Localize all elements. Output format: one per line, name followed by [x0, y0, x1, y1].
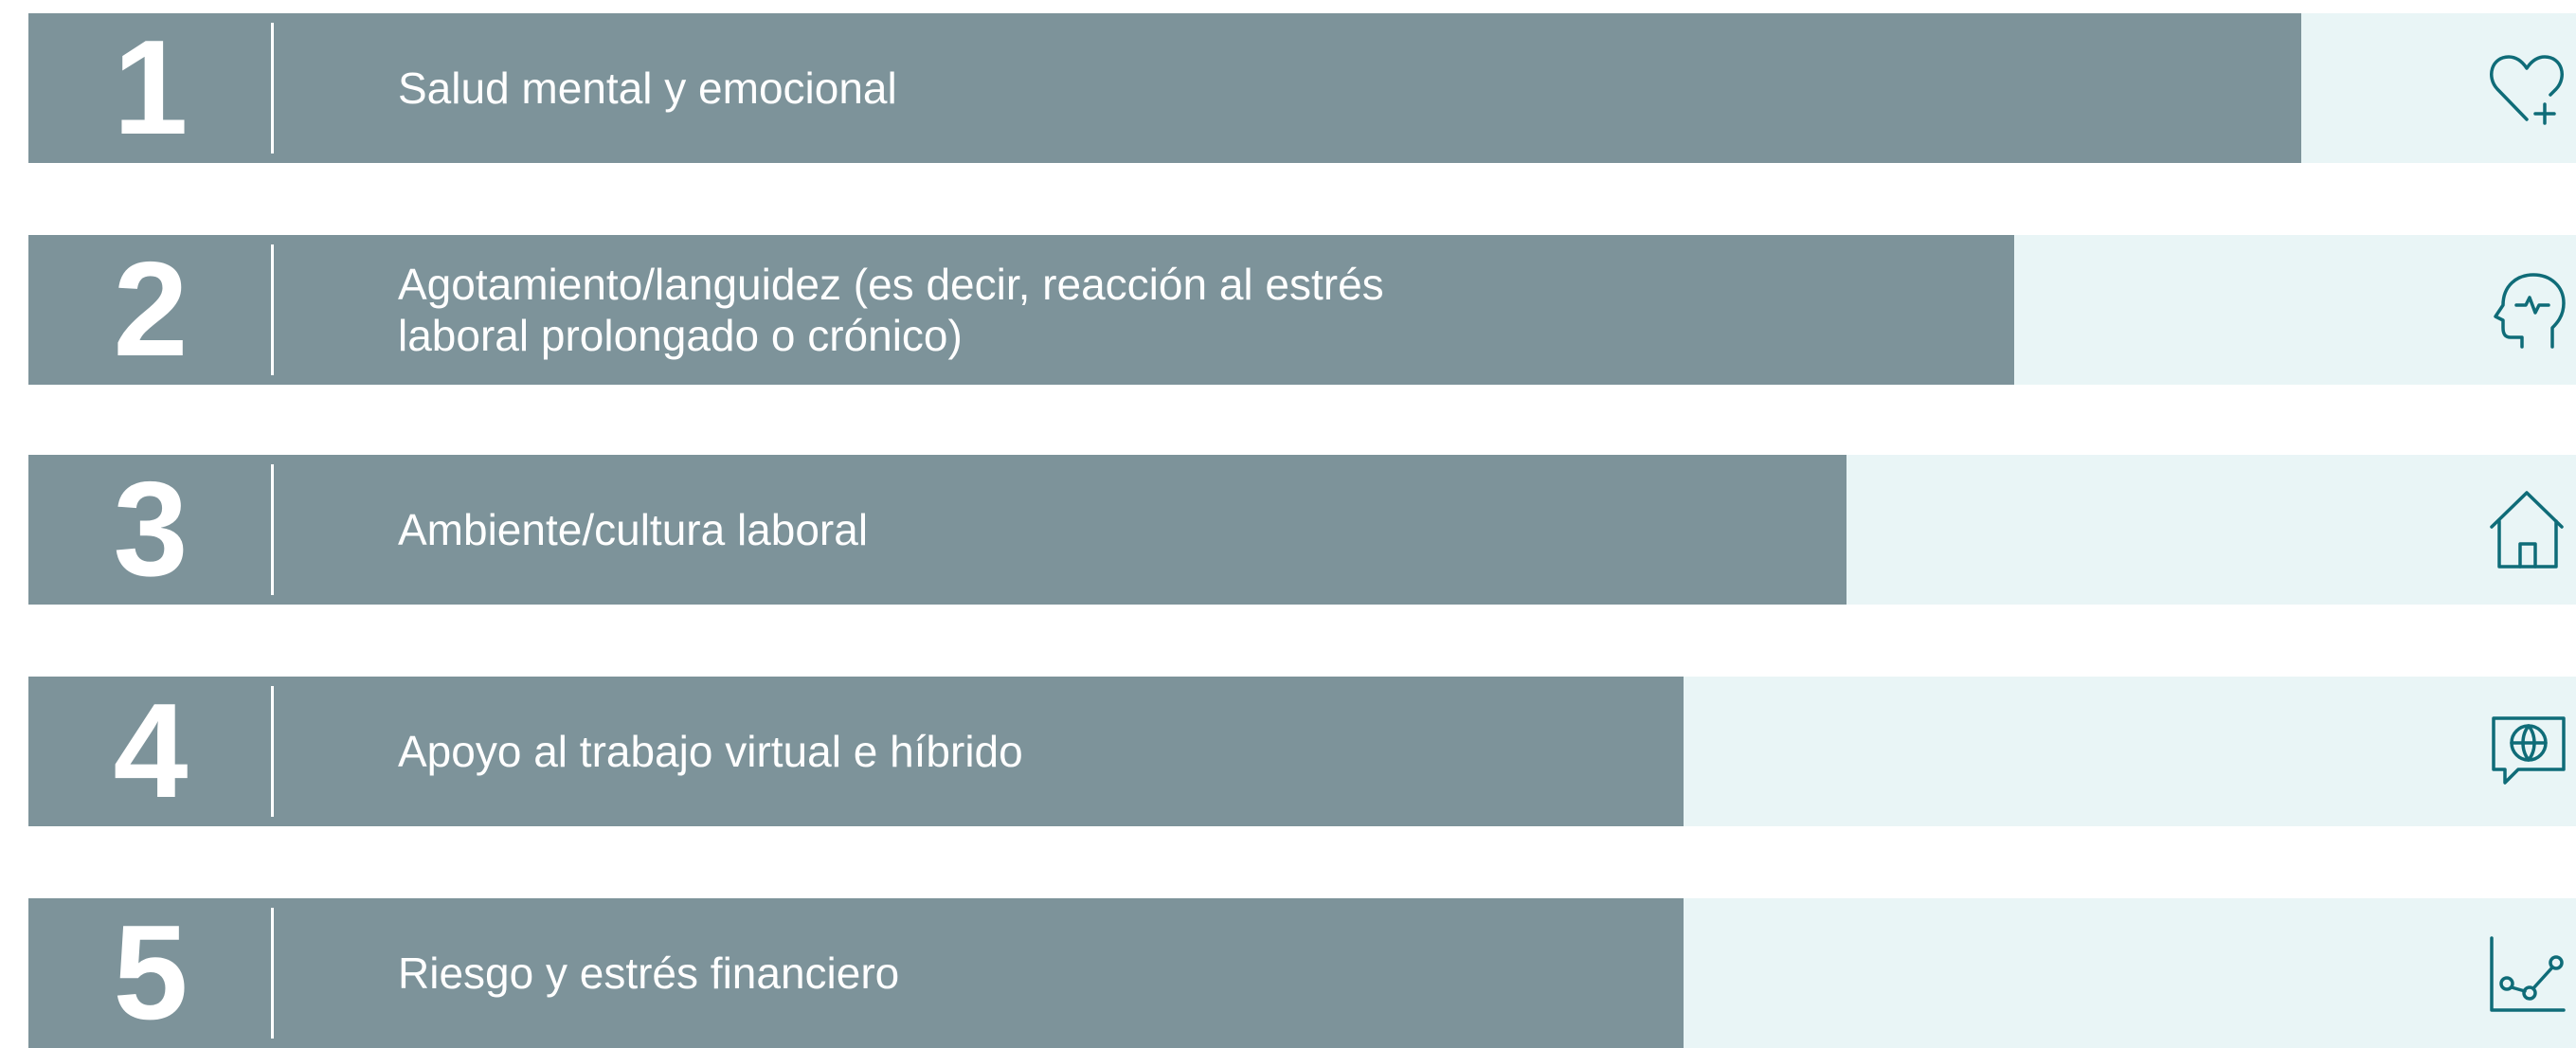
divider	[271, 686, 274, 817]
row: 2 Agotamiento/languidez (es decir, reacc…	[28, 235, 2576, 385]
label: Apoyo al trabajo virtual e híbrido	[398, 727, 1023, 776]
rank: 5	[113, 897, 189, 1048]
globe-chat-icon	[2492, 716, 2566, 785]
row: 3 Ambiente/cultura laboral	[28, 455, 2576, 605]
bar	[28, 898, 1684, 1048]
row: 4 Apoyo al trabajo virtual e híbrido	[28, 677, 2576, 826]
divider	[271, 23, 274, 154]
label: Salud mental y emocional	[398, 63, 897, 113]
row: 5 Riesgo y estrés financiero	[28, 898, 2576, 1048]
bar	[28, 455, 1846, 605]
head-icon	[2494, 273, 2566, 349]
rank: 3	[113, 454, 189, 605]
chart-icon	[2490, 936, 2566, 1012]
heart-icon	[2490, 55, 2564, 125]
row: 1 Salud mental y emocional	[28, 13, 2576, 163]
label: Agotamiento/languidez (es decir, reacció…	[398, 260, 1384, 360]
rank: 1	[113, 12, 189, 163]
label: Riesgo y estrés financiero	[398, 949, 900, 998]
bar	[28, 235, 2014, 385]
bar	[28, 13, 2301, 163]
bar	[28, 677, 1684, 826]
rank: 4	[113, 676, 189, 826]
divider	[271, 244, 274, 375]
divider	[271, 908, 274, 1039]
divider	[271, 464, 274, 595]
house-icon	[2490, 491, 2564, 569]
rank: 2	[113, 234, 189, 385]
label: Ambiente/cultura laboral	[398, 505, 869, 554]
